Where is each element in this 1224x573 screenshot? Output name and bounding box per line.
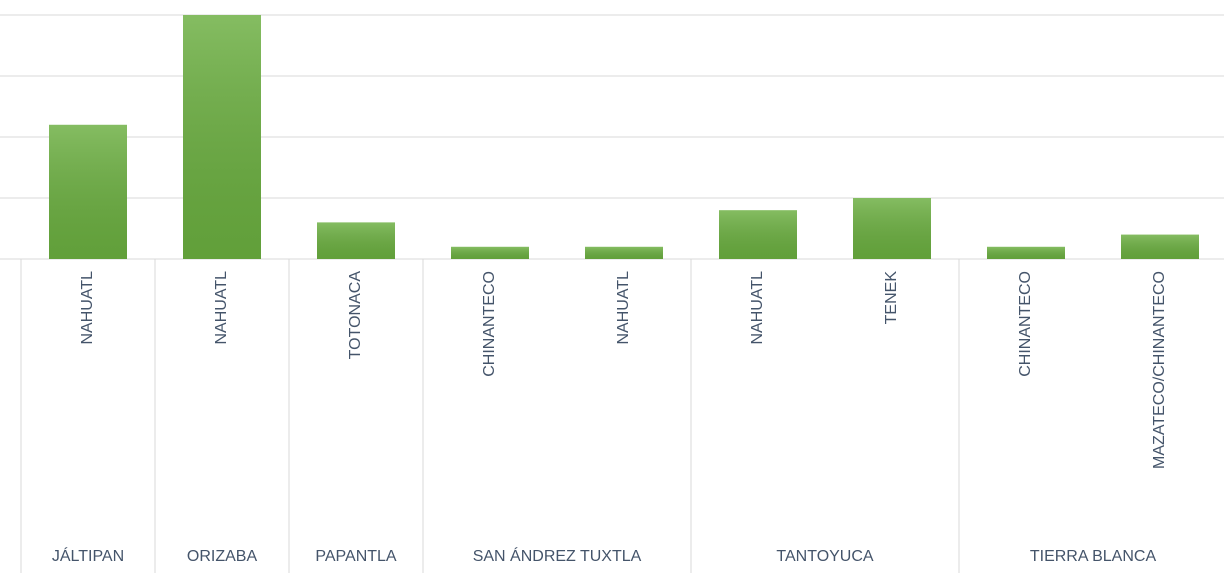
- x-tick-label: TOTONACA: [347, 271, 364, 360]
- bar-shade: [317, 222, 395, 259]
- bar-shade: [1121, 234, 1199, 259]
- group-label: PAPANTLA: [315, 548, 397, 565]
- x-tick-label: CHINANTECO: [481, 271, 498, 377]
- group-label: TIERRA BLANCA: [1030, 548, 1157, 565]
- bar-shade: [853, 198, 931, 259]
- bar-shade: [719, 210, 797, 259]
- group-label: JÁLTIPAN: [52, 546, 124, 565]
- group-label: TANTOYUCA: [776, 548, 874, 565]
- x-tick-label: NAHUATL: [615, 271, 632, 345]
- x-tick-label: NAHUATL: [79, 271, 96, 345]
- x-tick-label: NAHUATL: [213, 271, 230, 345]
- bar-shade: [183, 15, 261, 259]
- bar-shade: [987, 246, 1065, 259]
- bar-shade: [49, 124, 127, 259]
- group-label: ORIZABA: [187, 548, 258, 565]
- group-label: SAN ÁNDREZ TUXTLA: [473, 546, 642, 565]
- x-tick-label: NAHUATL: [749, 271, 766, 345]
- x-tick-label: MAZATECO/CHINANTECO: [1151, 271, 1168, 469]
- bar-shade: [451, 246, 529, 259]
- bar-shade: [585, 246, 663, 259]
- x-tick-label: TENEK: [883, 271, 900, 325]
- x-tick-label: CHINANTECO: [1017, 271, 1034, 377]
